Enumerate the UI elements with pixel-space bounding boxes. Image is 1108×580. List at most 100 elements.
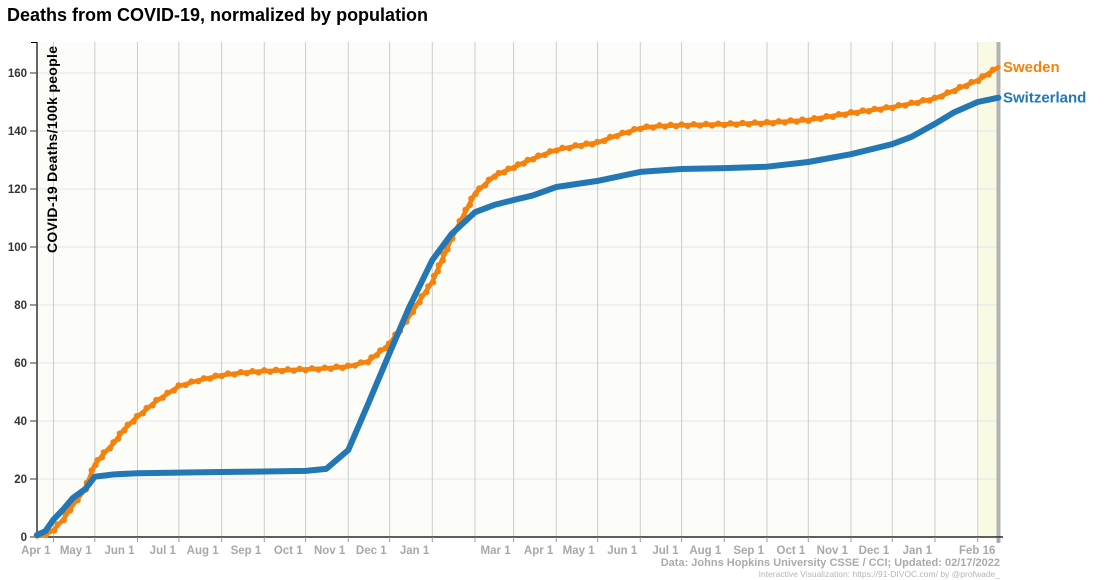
series-point-sweden [721,122,728,129]
series-point-sweden [365,359,372,366]
series-point-sweden [854,110,861,117]
series-point-sweden [164,389,171,396]
x-tick-label: Feb 16 [959,545,995,557]
series-point-sweden [159,394,166,401]
series-point-sweden [535,152,542,159]
x-tick-label: Oct 1 [274,545,303,557]
x-tick-label: Nov 1 [817,545,849,557]
series-point-sweden [823,113,830,120]
series-point-sweden [835,111,842,118]
x-tick-label: Dec 1 [859,545,890,557]
series-point-sweden [333,363,340,370]
series-point-sweden [799,116,806,123]
series-point-sweden [327,365,334,372]
series-point-sweden [985,71,992,78]
series-point-sweden [321,364,328,371]
series-point-sweden [769,120,777,127]
x-tick-label: Jan 1 [903,545,933,557]
series-point-sweden [727,120,734,127]
series-point-sweden [302,367,309,374]
series-label-switzerland: Switzerland [1003,90,1086,107]
series-point-sweden [614,133,621,140]
series-point-sweden [423,289,430,296]
y-tick-label: 140 [8,126,27,138]
series-point-sweden [195,378,202,385]
series-point-sweden [67,507,74,514]
series-point-sweden [175,382,182,389]
series-point-sweden [662,123,669,130]
series-point-sweden [495,169,502,177]
series-point-sweden [440,251,447,258]
x-tick-label: Sep 1 [231,545,262,557]
series-point-sweden [133,412,141,420]
series-point-sweden [92,462,99,469]
series-point-sweden [51,527,58,534]
series-point-sweden [182,382,189,389]
series-point-sweden [684,122,691,130]
series-point-sweden [485,176,492,183]
series-point-sweden [377,347,384,354]
series-point-sweden [793,118,800,125]
series-point-sweden [963,83,970,90]
series-point-sweden [673,123,680,130]
series-point-sweden [908,99,915,106]
series-point-sweden [702,120,710,127]
series-point-sweden [351,362,358,369]
series-point-sweden [124,421,131,428]
series-point-sweden [775,118,782,125]
series-point-sweden [589,141,596,148]
series-point-sweden [430,272,437,280]
series-point-sweden [572,142,579,149]
series-point-sweden [224,370,231,377]
series-point-sweden [739,119,746,126]
series-point-sweden [696,122,704,129]
x-tick-label: Jun 1 [607,545,638,557]
x-tick-label: Apr 1 [21,545,51,557]
current-date-marker [996,42,1001,543]
series-point-sweden [926,97,933,104]
y-tick-label: 60 [14,358,27,370]
series-point-sweden [207,375,214,382]
x-tick-label: Jan 1 [400,545,430,557]
series-point-sweden [805,117,812,124]
recent-data-band [977,42,997,537]
series-point-sweden [425,283,432,290]
series-point-sweden [272,366,280,373]
series-point-sweden [530,156,537,163]
series-point-sweden [690,121,697,128]
series-point-sweden [418,293,425,300]
series-point-sweden [368,354,375,361]
series-point-sweden [931,94,938,101]
series-point-sweden [650,124,657,131]
series-point-sweden [60,517,67,524]
series-point-sweden [787,117,794,124]
y-tick-label: 100 [8,242,27,254]
series-point-sweden [255,369,262,376]
series-point-sweden [817,115,824,122]
series-point-sweden [212,372,219,379]
series-point-sweden [237,368,244,376]
series-point-sweden [715,120,722,127]
series-point-sweden [643,123,650,130]
x-tick-label: Sep 1 [733,545,764,557]
y-tick-label: 0 [21,532,27,544]
series-point-sweden [434,268,441,275]
series-point-sweden [883,104,890,111]
series-point-sweden [895,102,902,109]
series-point-sweden [439,257,446,264]
series-point-sweden [733,121,740,128]
series-point-sweden [345,362,352,369]
series-point-sweden [989,66,996,73]
series-point-sweden [968,78,975,86]
footer-visualization-credit[interactable]: Interactive Visualization: https://91-DI… [759,569,1001,579]
series-point-sweden [547,148,554,155]
series-point-sweden [54,521,61,528]
x-tick-label: Apr 1 [524,545,554,557]
series-point-sweden [979,73,986,80]
x-tick-label: Nov 1 [314,545,346,557]
series-point-sweden [243,370,250,377]
x-tick-label: Jun 1 [104,545,135,557]
series-point-sweden [339,364,346,371]
series-point-sweden [444,246,451,253]
